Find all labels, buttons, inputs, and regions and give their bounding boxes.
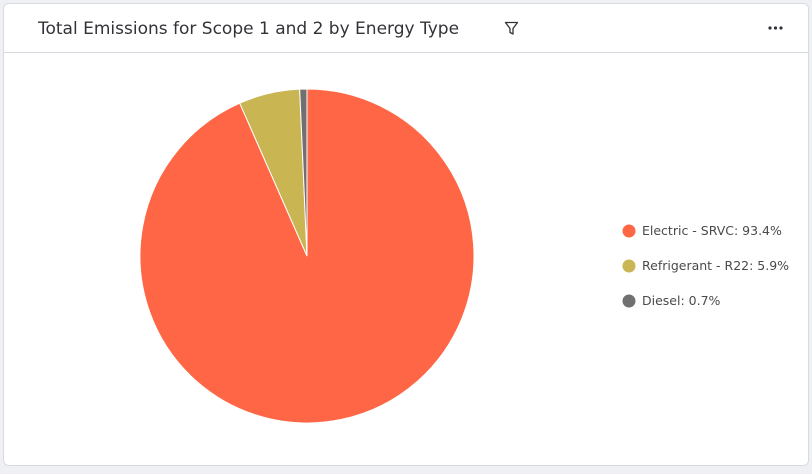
filter-icon-shape[interactable] [504,21,519,35]
menu-dot[interactable] [773,26,778,30]
legend-swatch [622,224,636,238]
legend-label: Diesel: 0.7% [642,293,721,308]
legend-swatch [622,259,636,273]
legend-label: Refrigerant - R22: 5.9% [642,258,789,273]
more-menu[interactable] [768,26,783,30]
chart-title: Total Emissions for Scope 1 and 2 by Ene… [37,19,459,39]
menu-dot[interactable] [768,26,772,30]
pie [139,88,475,424]
legend-label: Electric - SRVC: 93.4% [642,223,782,238]
pie-slice [299,88,308,257]
legend-swatch [622,294,636,308]
legend: Electric - SRVC: 93.4% Refrigerant - R22:… [622,223,789,308]
menu-dot[interactable] [779,26,783,30]
filter-icon[interactable] [504,21,519,35]
